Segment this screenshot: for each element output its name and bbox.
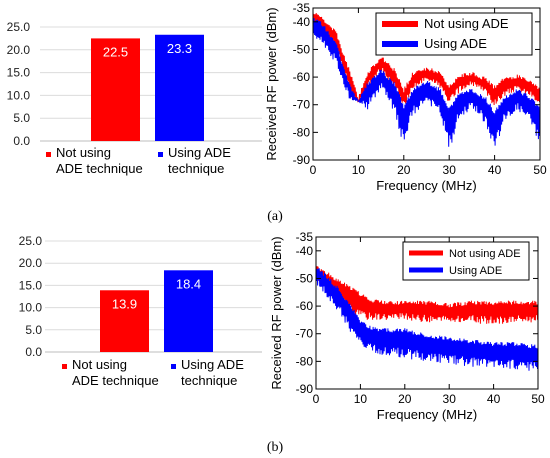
y-tick-label: -70 xyxy=(293,98,311,112)
bar-value-label: 23.3 xyxy=(167,41,192,56)
x-tick-label: 30 xyxy=(443,163,457,177)
series-trace xyxy=(313,17,540,147)
legend-label: ADE technique xyxy=(56,161,143,176)
bar xyxy=(91,38,140,141)
y-tick-label: -50 xyxy=(293,42,311,56)
y-tick-label: -80 xyxy=(296,354,314,368)
caption-a: (a) xyxy=(267,209,283,224)
legend-label: Not using ADE xyxy=(449,248,521,260)
y-tick-label: -90 xyxy=(296,382,314,396)
x-tick-label: 50 xyxy=(531,392,545,406)
x-tick-label: 10 xyxy=(354,392,368,406)
legend-label: technique xyxy=(168,161,224,176)
y-tick-label: -50 xyxy=(296,271,314,285)
y-tick-label: -35 xyxy=(296,230,314,244)
legend-label: technique xyxy=(181,373,237,388)
x-tick-label: 50 xyxy=(533,163,547,177)
legend-marker xyxy=(46,152,51,157)
legend-box xyxy=(375,12,533,56)
y-tick-label: 20.0 xyxy=(19,256,43,270)
legend-box xyxy=(402,241,530,281)
legend-label: ADE technique xyxy=(72,373,159,388)
legend-label: Not using ADE xyxy=(424,16,509,31)
y-tick-label: 10.0 xyxy=(7,88,31,102)
y-tick-label: 0.0 xyxy=(25,345,42,359)
y-tick-label: 25.0 xyxy=(19,234,43,248)
y-tick-label: 5.0 xyxy=(25,323,42,337)
y-tick-label: -60 xyxy=(293,70,311,84)
y-tick-label: -40 xyxy=(296,244,314,258)
bar-value-label: 18.4 xyxy=(176,276,201,291)
legend-label: Not using xyxy=(56,145,111,160)
legend-label: Using ADE xyxy=(168,145,231,160)
y-tick-label: 20.0 xyxy=(7,43,31,57)
x-tick-label: 0 xyxy=(310,163,317,177)
y-axis-label: Received RF power (dBm) xyxy=(264,7,279,160)
y-tick-label: -90 xyxy=(293,153,311,167)
x-tick-label: 20 xyxy=(397,163,411,177)
y-tick-label: 25.0 xyxy=(7,20,31,34)
x-tick-label: 40 xyxy=(487,392,501,406)
legend-label: Using ADE xyxy=(181,357,244,372)
caption-b: (b) xyxy=(267,440,284,455)
y-tick-label: -80 xyxy=(293,125,311,139)
bar xyxy=(155,34,204,141)
legend-label: Using ADE xyxy=(424,36,487,51)
legend-label: Not using xyxy=(72,357,127,372)
legend-label: Using ADE xyxy=(449,265,502,277)
y-tick-label: 10.0 xyxy=(19,301,43,315)
bar-value-label: 13.9 xyxy=(112,296,137,311)
bar xyxy=(164,270,213,352)
series-trace xyxy=(316,266,538,324)
x-tick-label: 20 xyxy=(398,392,412,406)
y-tick-label: -35 xyxy=(293,1,311,15)
plot-frame xyxy=(315,236,539,390)
x-axis-label: Frequency (MHz) xyxy=(377,407,477,422)
y-tick-label: -60 xyxy=(296,299,314,313)
x-tick-label: 10 xyxy=(352,163,366,177)
bar-value-label: 22.5 xyxy=(103,44,128,59)
series-trace xyxy=(313,11,540,106)
y-tick-label: 15.0 xyxy=(7,66,31,80)
y-tick-label: -70 xyxy=(296,327,314,341)
x-tick-label: 40 xyxy=(488,163,502,177)
y-tick-label: 0.0 xyxy=(13,134,30,148)
x-axis-label: Frequency (MHz) xyxy=(376,178,476,193)
legend-marker xyxy=(158,152,163,157)
y-tick-label: 5.0 xyxy=(13,111,30,125)
legend-marker xyxy=(62,364,67,369)
plot-frame xyxy=(312,7,541,161)
y-tick-label: -40 xyxy=(293,15,311,29)
y-axis-label: Received RF power (dBm) xyxy=(269,236,284,389)
bar xyxy=(100,290,149,352)
y-tick-label: 15.0 xyxy=(19,278,43,292)
x-tick-label: 30 xyxy=(443,392,457,406)
x-tick-label: 0 xyxy=(313,392,320,406)
legend-marker xyxy=(171,364,176,369)
series-trace xyxy=(316,267,538,371)
